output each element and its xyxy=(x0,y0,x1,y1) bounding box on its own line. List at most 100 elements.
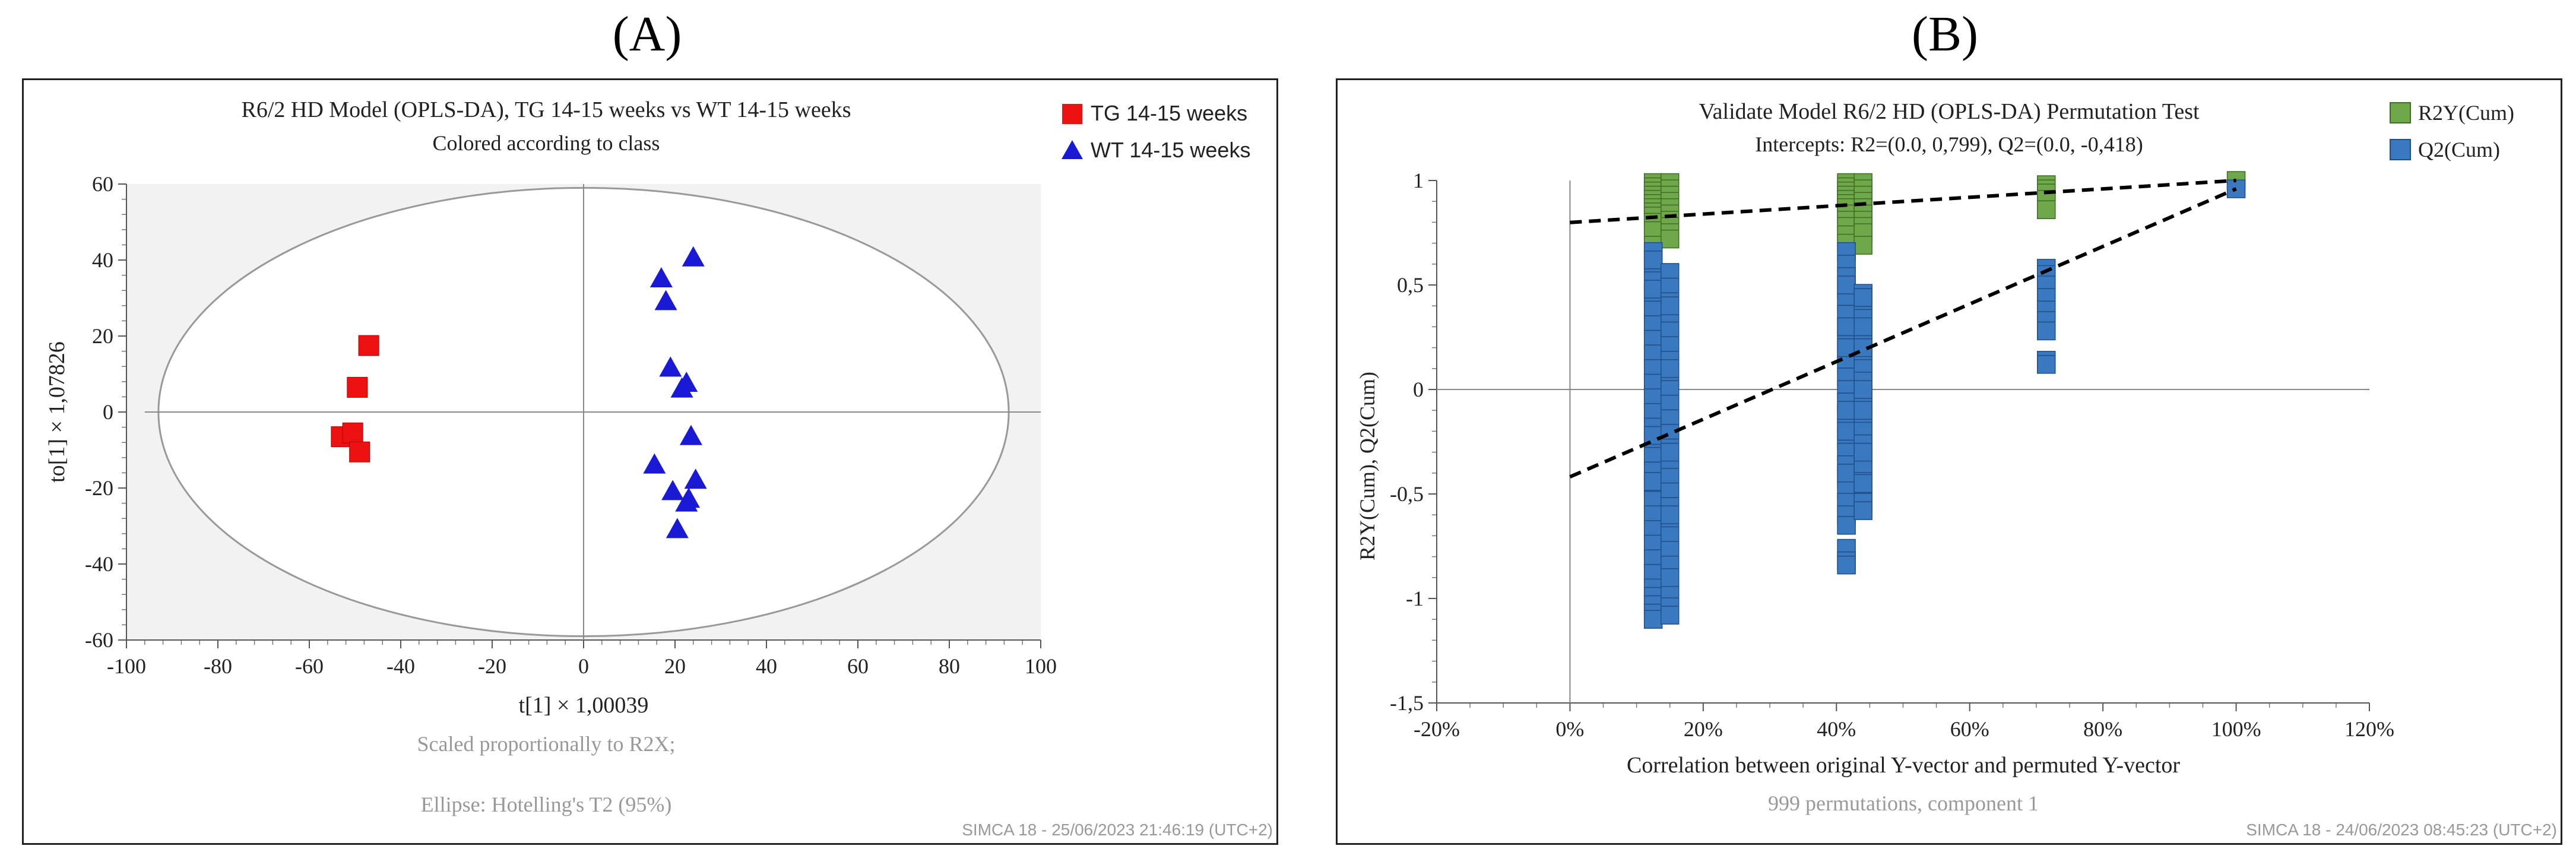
q2-point xyxy=(2037,355,2056,374)
plot-a-ticks: -100 -80 -60 -40 -20 0 20 40 60 80 100 -60 -40 -20 0 20… xyxy=(85,172,1057,678)
tg-point xyxy=(342,422,363,443)
wt-point xyxy=(659,356,682,377)
chart-a-note-scaled: Scaled proportionally to R2X; xyxy=(417,732,676,756)
x-tick-label: -80 xyxy=(204,654,232,678)
legend-wt-marker xyxy=(1062,140,1083,159)
x-tick-label: 60 xyxy=(847,654,869,678)
plot-b-ticks: -20% 0% 20% 40% 60% 80% 100% 120% -1,5 -1 -0,5 0 0,5… xyxy=(1390,169,2394,741)
chart-a-subtitle: Colored according to class xyxy=(433,131,660,155)
q2-point xyxy=(1661,442,1680,462)
legend-tg-marker xyxy=(1062,104,1082,124)
q2-regression-line xyxy=(1569,187,2237,479)
x-tick-label: -20% xyxy=(1414,717,1460,741)
chart-a-xlabel: t[1] × 1,00039 xyxy=(519,693,649,718)
tg-point xyxy=(358,335,379,356)
legend-q2-marker xyxy=(2390,139,2411,160)
chart-b-ylabel: R2Y(Cum), Q2(Cum) xyxy=(1355,372,1379,560)
q2-point xyxy=(1853,501,1872,520)
q2-point xyxy=(1837,422,1856,441)
y-tick-label: -60 xyxy=(85,628,113,652)
plot-a-points xyxy=(331,246,707,538)
q2-point xyxy=(1853,401,1872,420)
x-tick-label: 100 xyxy=(1025,654,1057,678)
q2-point xyxy=(1661,359,1680,378)
wt-point xyxy=(654,290,677,311)
panel-b-letter: (B) xyxy=(1912,7,1978,62)
wt-point xyxy=(666,518,689,538)
x-tick-label: -60 xyxy=(295,654,324,678)
chart-b-xlabel: Correlation between original Y-vector an… xyxy=(1627,753,2180,778)
chart-a-note-ellipse: Ellipse: Hotelling's T2 (95%) xyxy=(421,793,672,816)
x-tick-label: -20 xyxy=(478,654,506,678)
q2-point xyxy=(1853,288,1872,307)
y-tick-label: -0,5 xyxy=(1390,482,1424,506)
chart-a-title: R6/2 HD Model (OPLS-DA), TG 14-15 weeks … xyxy=(242,97,851,122)
y-tick-label: -40 xyxy=(85,552,113,576)
y-tick-label: -1 xyxy=(1406,587,1424,610)
x-tick-label: 0% xyxy=(1555,717,1584,741)
r2y-point xyxy=(2037,200,2056,220)
q2-point xyxy=(1837,401,1856,420)
chart-b-title: Validate Model R6/2 HD (OPLS-DA) Permuta… xyxy=(1699,99,2200,124)
q2-point xyxy=(1643,280,1663,299)
permutation-test-plot: Validate Model R6/2 HD (OPLS-DA) Permuta… xyxy=(1355,99,2557,839)
x-tick-label: 80 xyxy=(939,654,960,678)
panel-a-watermark: SIMCA 18 - 25/06/2023 21:46:19 (UTC+2) xyxy=(962,821,1273,839)
q2-point xyxy=(1837,555,1856,575)
r2y-point xyxy=(1853,236,1872,255)
y-tick-label: 40 xyxy=(92,248,113,272)
chart-b-subtitle: Intercepts: R2=(0.0, 0,799), Q2=(0.0, -0… xyxy=(1755,132,2143,156)
q2-point xyxy=(1661,296,1680,315)
q2-point xyxy=(1643,251,1663,270)
q2-point xyxy=(1837,275,1856,294)
q2-point xyxy=(1853,380,1872,399)
x-tick-label: 100% xyxy=(2211,717,2261,741)
wt-point xyxy=(661,480,685,500)
x-tick-label: -40 xyxy=(386,654,415,678)
q2-point xyxy=(1643,472,1663,491)
legend-wt-label: WT 14-15 weeks xyxy=(1091,138,1250,162)
wt-point xyxy=(643,453,666,474)
q2-point xyxy=(1661,606,1680,625)
x-tick-label: -100 xyxy=(107,654,146,678)
y-tick-label: 1 xyxy=(1413,169,1424,192)
q2-point xyxy=(2226,179,2246,198)
x-tick-label: 0 xyxy=(578,654,589,678)
q2-point xyxy=(1837,516,1856,535)
q2-point xyxy=(1661,505,1680,524)
x-tick-label: 80% xyxy=(2083,717,2122,741)
y-tick-label: 20 xyxy=(92,324,113,348)
plot-b-regression-lines xyxy=(1569,179,2237,479)
q2-point xyxy=(1837,464,1856,483)
x-tick-label: 40 xyxy=(756,654,777,678)
y-tick-label: 0,5 xyxy=(1397,273,1424,297)
q2-point xyxy=(1853,474,1872,493)
q2-point xyxy=(1853,442,1872,462)
wt-point xyxy=(677,487,701,508)
wt-point xyxy=(670,377,693,398)
chart-a-legend: TG 14-15 weeks WT 14-15 weeks xyxy=(1062,101,1250,162)
legend-r2y-marker xyxy=(2390,102,2411,123)
y-tick-label: -20 xyxy=(85,476,113,500)
x-tick-label: 20% xyxy=(1684,717,1723,741)
panel-b-watermark: SIMCA 18 - 24/06/2023 08:45:23 (UTC+2) xyxy=(2246,821,2557,839)
y-tick-label: 0 xyxy=(103,400,113,424)
legend-q2-label: Q2(Cum) xyxy=(2418,138,2500,161)
panel-b: Validate Model R6/2 HD (OPLS-DA) Permuta… xyxy=(1336,78,2562,845)
wt-point xyxy=(679,425,702,445)
opls-da-score-plot: R6/2 HD Model (OPLS-DA), TG 14-15 weeks … xyxy=(45,97,1273,839)
y-tick-label: 60 xyxy=(92,172,113,196)
q2-point xyxy=(1643,610,1663,629)
plot-b-points xyxy=(1643,171,2246,629)
panel-a: R6/2 HD Model (OPLS-DA), TG 14-15 weeks … xyxy=(22,78,1278,845)
x-tick-label: 120% xyxy=(2344,717,2394,741)
r2y-point xyxy=(1661,229,1680,249)
panel-a-letter: (A) xyxy=(612,7,682,62)
tg-point xyxy=(349,441,370,462)
q2-point xyxy=(2037,321,2056,341)
chart-b-legend: R2Y(Cum) Q2(Cum) xyxy=(2390,101,2514,161)
chart-b-note: 999 permutations, component 1 xyxy=(1768,791,2039,815)
legend-r2y-label: R2Y(Cum) xyxy=(2418,101,2514,125)
r2y-regression-line xyxy=(1570,179,2236,224)
wt-point xyxy=(684,468,707,489)
